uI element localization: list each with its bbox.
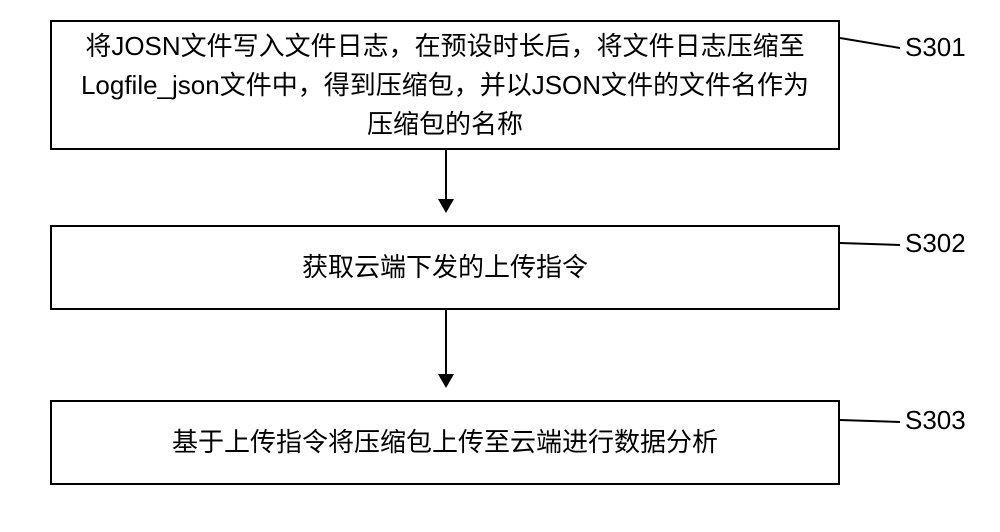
box-2-text: 获取云端下发的上传指令 [302,248,588,287]
flowchart-box-3: 基于上传指令将压缩包上传至云端进行数据分析 [50,400,840,485]
arrow-2 [445,310,447,386]
flowchart-container: 将JOSN文件写入文件日志，在预设时长后，将文件日志压缩至Logfile_jso… [0,0,1000,532]
step-label-1: S301 [905,32,966,63]
box-3-text: 基于上传指令将压缩包上传至云端进行数据分析 [172,423,718,462]
flowchart-box-1: 将JOSN文件写入文件日志，在预设时长后，将文件日志压缩至Logfile_jso… [50,20,840,150]
arrow-1 [445,150,447,211]
step-label-2: S302 [905,228,966,259]
step-label-3: S303 [905,405,966,436]
flowchart-box-2: 获取云端下发的上传指令 [50,225,840,310]
box-1-text: 将JOSN文件写入文件日志，在预设时长后，将文件日志压缩至Logfile_jso… [72,27,818,144]
